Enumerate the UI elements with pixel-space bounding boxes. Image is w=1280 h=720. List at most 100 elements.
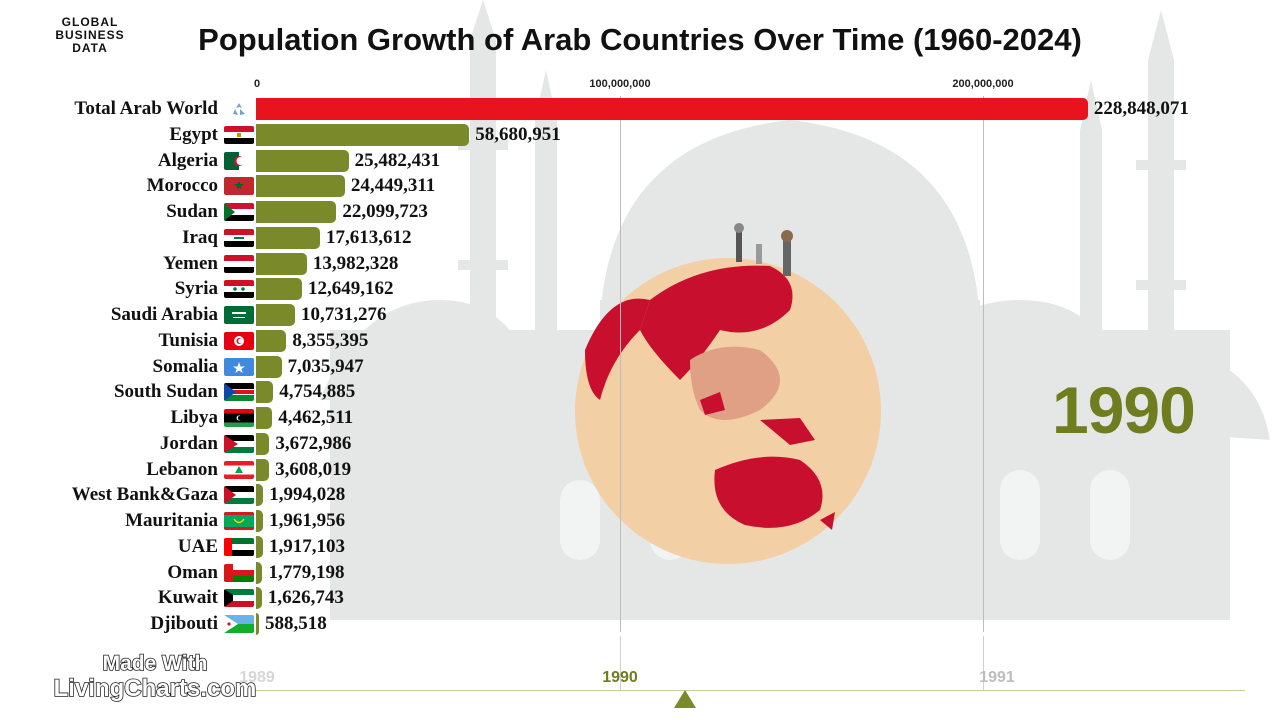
value-label: 1,626,743 bbox=[267, 587, 344, 609]
south-sudan-flag-icon bbox=[224, 383, 254, 402]
djibouti-flag-icon bbox=[224, 615, 254, 633]
timeline-marker-icon[interactable] bbox=[674, 690, 696, 708]
bar bbox=[256, 304, 295, 326]
watermark-line-2: LivingCharts.com bbox=[53, 675, 257, 703]
category-label: Sudan bbox=[166, 201, 218, 222]
bar bbox=[256, 252, 307, 275]
watermark-line-1: Made With bbox=[102, 651, 208, 676]
mauritania-flag-icon bbox=[224, 512, 254, 530]
category-label: Libya bbox=[170, 407, 218, 428]
value-label: 58,680,951 bbox=[475, 123, 561, 145]
timeline-year-next[interactable]: 1991 bbox=[979, 669, 1015, 686]
syria-flag-icon bbox=[224, 280, 254, 299]
uae-flag-icon bbox=[224, 537, 254, 556]
brand-line-1: GLOBAL bbox=[61, 15, 119, 29]
timeline-year-prev[interactable]: 1989 bbox=[239, 669, 275, 686]
value-label: 7,035,947 bbox=[287, 355, 364, 377]
brand-logo: GLOBAL BUSINESS DATA bbox=[36, 16, 144, 55]
value-label: 1,779,198 bbox=[268, 561, 345, 583]
value-label: 1,961,956 bbox=[269, 510, 346, 531]
category-label: Oman bbox=[167, 561, 218, 583]
morocco-flag-icon bbox=[224, 177, 254, 196]
category-label: Algeria bbox=[157, 149, 218, 171]
category-label: West Bank&Gaza bbox=[71, 484, 218, 506]
bar bbox=[256, 587, 262, 610]
jordan-flag-icon bbox=[224, 434, 254, 453]
axis-tick-label: 0 bbox=[253, 78, 261, 90]
bar bbox=[256, 98, 1088, 120]
category-label: Djibouti bbox=[150, 613, 218, 634]
bar bbox=[256, 484, 264, 507]
gridline bbox=[983, 96, 984, 632]
value-label: 10,731,276 bbox=[301, 304, 387, 325]
gridline bbox=[620, 96, 621, 632]
category-label: Somalia bbox=[152, 355, 218, 377]
somalia-flag-icon bbox=[224, 357, 254, 376]
globe-icon bbox=[224, 100, 254, 118]
chart-title: Population Growth of Arab Countries Over… bbox=[198, 22, 1082, 57]
brand-line-2: BUSINESS DATA bbox=[55, 28, 125, 55]
oman-flag-icon bbox=[224, 563, 254, 582]
value-label: 3,608,019 bbox=[275, 458, 352, 480]
egypt-flag-icon bbox=[224, 125, 254, 144]
value-label: 228,848,071 bbox=[1093, 98, 1189, 119]
timeline-year-current[interactable]: 1990 bbox=[602, 669, 638, 686]
bar bbox=[256, 458, 270, 481]
lebanon-flag-icon bbox=[224, 460, 254, 479]
value-label: 24,449,311 bbox=[350, 175, 436, 197]
bar bbox=[256, 613, 259, 635]
bar bbox=[256, 201, 337, 223]
category-label: Total Arab World bbox=[74, 98, 218, 119]
category-label: Morocco bbox=[146, 175, 218, 197]
value-label: 25,482,431 bbox=[354, 149, 441, 171]
category-label: Tunisia bbox=[158, 329, 218, 351]
bar bbox=[256, 226, 321, 249]
category-label: Syria bbox=[174, 278, 218, 300]
tunisia-flag-icon bbox=[224, 331, 254, 350]
yemen-flag-icon bbox=[224, 254, 254, 273]
made-with-watermark: Made With LivingCharts.com bbox=[44, 651, 266, 703]
category-label: South Sudan bbox=[113, 381, 218, 403]
bar bbox=[256, 123, 470, 146]
value-label: 13,982,328 bbox=[312, 252, 399, 274]
category-label: Mauritania bbox=[125, 510, 218, 531]
bar bbox=[256, 175, 345, 198]
kuwait-flag-icon bbox=[224, 589, 254, 608]
category-label: Yemen bbox=[163, 252, 218, 274]
bar bbox=[256, 381, 274, 404]
bar bbox=[256, 432, 270, 455]
value-label: 1,917,103 bbox=[268, 535, 345, 557]
category-label: UAE bbox=[177, 535, 218, 557]
category-label: Kuwait bbox=[157, 587, 218, 609]
value-label: 8,355,395 bbox=[292, 329, 369, 351]
axis-tick-label: 200,000,000 bbox=[952, 78, 1014, 90]
globe-illustration bbox=[575, 223, 881, 564]
bar bbox=[256, 561, 263, 584]
current-year-label: 1990 bbox=[1052, 373, 1196, 447]
palestine-flag-icon bbox=[224, 486, 254, 505]
bar bbox=[256, 278, 302, 301]
libya-flag-icon bbox=[224, 409, 254, 427]
value-label: 22,099,723 bbox=[342, 201, 428, 222]
bar bbox=[256, 329, 287, 352]
value-label: 588,518 bbox=[265, 613, 327, 634]
timeline-track[interactable] bbox=[255, 690, 1245, 691]
bar bbox=[256, 355, 282, 378]
timeline-tick bbox=[983, 636, 984, 690]
sudan-flag-icon bbox=[224, 203, 254, 221]
algeria-flag-icon bbox=[224, 151, 254, 170]
value-label: 3,672,986 bbox=[275, 432, 352, 454]
category-label: Jordan bbox=[159, 432, 218, 454]
value-label: 4,754,885 bbox=[279, 381, 356, 403]
value-label: 4,462,511 bbox=[278, 407, 354, 428]
bar bbox=[256, 510, 264, 532]
category-label: Saudi Arabia bbox=[110, 304, 218, 325]
iraq-flag-icon bbox=[224, 228, 254, 247]
value-label: 17,613,612 bbox=[326, 226, 412, 248]
axis-tick-label: 100,000,000 bbox=[589, 78, 651, 90]
value-label: 1,994,028 bbox=[269, 484, 346, 506]
category-label: Egypt bbox=[169, 123, 218, 145]
category-label: Lebanon bbox=[146, 458, 218, 480]
bar bbox=[256, 149, 349, 172]
